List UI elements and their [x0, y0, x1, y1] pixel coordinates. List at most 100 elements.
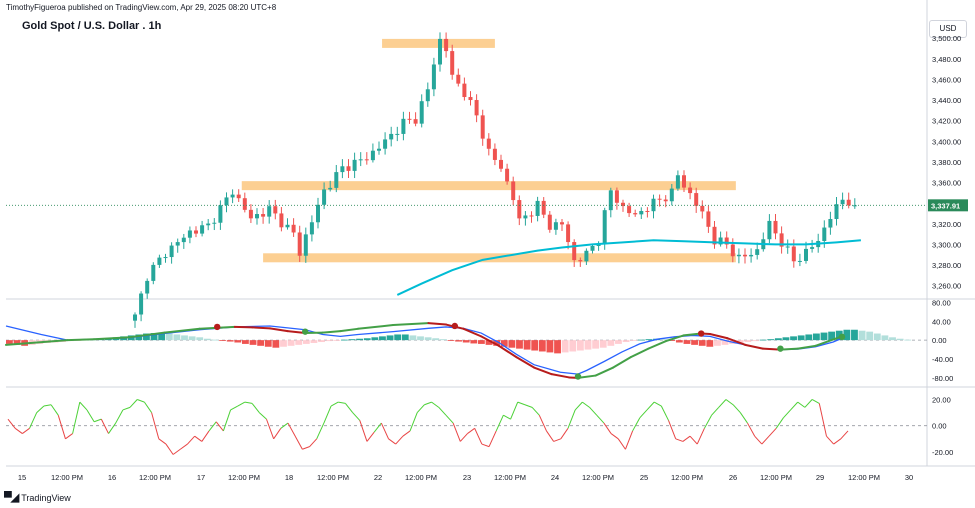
- osc-line-segment: [567, 409, 576, 429]
- candle-body: [669, 188, 674, 202]
- osc-line-segment: [718, 399, 727, 408]
- candle-body: [480, 115, 485, 139]
- candle-body: [797, 260, 802, 262]
- osc-line-segment: [531, 407, 540, 416]
- macd-histogram-bar: [752, 340, 759, 342]
- macd-signal-segment: [480, 335, 500, 347]
- macd-signal-segment: [744, 343, 764, 350]
- osc-line-segment: [29, 412, 38, 429]
- macd-histogram-bar: [363, 338, 371, 341]
- macd-histogram-bar: [310, 340, 318, 343]
- osc-line-segment: [653, 401, 662, 407]
- candle-body: [651, 198, 656, 212]
- candle-body: [584, 250, 589, 262]
- macd-signal-segment: [647, 340, 667, 350]
- candle-body: [364, 159, 369, 161]
- time-tick-label: 12:00 PM: [760, 473, 792, 482]
- osc-line-segment: [137, 399, 145, 403]
- osc-line-segment: [129, 399, 138, 408]
- osc-line-segment: [395, 435, 404, 445]
- macd-histogram-bar: [485, 340, 493, 345]
- osc-line-segment: [689, 435, 698, 445]
- candle-body: [303, 234, 308, 256]
- macd-histogram-bar: [645, 339, 653, 341]
- osc-line-segment: [617, 438, 626, 450]
- osc-line-segment: [790, 401, 799, 411]
- candle-body: [535, 200, 540, 216]
- macd-histogram-bar: [576, 340, 584, 351]
- osc-line-segment: [711, 407, 720, 416]
- price-tick-label: 3,360.00: [932, 179, 961, 188]
- macd-histogram-bar: [668, 340, 676, 341]
- osc-line-segment: [287, 422, 296, 437]
- time-tick-label: 12:00 PM: [51, 473, 83, 482]
- osc-line-segment: [79, 401, 88, 411]
- macd-histogram-bar: [325, 340, 333, 342]
- macd-histogram-bar: [318, 340, 325, 343]
- candle-body: [755, 249, 760, 255]
- candle-body: [255, 214, 259, 219]
- macd-histogram-bar: [6, 340, 13, 344]
- time-tick-label: 25: [640, 473, 648, 482]
- macd-histogram-bar: [896, 338, 904, 341]
- macd-histogram-bar: [858, 330, 866, 341]
- osc-line-segment: [36, 405, 45, 413]
- osc-line-segment: [122, 406, 131, 411]
- macd-signal-segment: [709, 333, 729, 340]
- macd-tick-label: 0.00: [932, 336, 947, 345]
- macd-histogram-bar: [828, 331, 836, 341]
- macd-signal-segment: [726, 337, 747, 346]
- price-tick-label: 3,480.00: [932, 55, 961, 64]
- macd-histogram-bar: [150, 333, 158, 341]
- macd-signal-segment: [163, 327, 201, 334]
- macd-histogram-bar: [379, 336, 386, 341]
- macd-histogram-bar: [637, 339, 645, 341]
- osc-line-segment: [596, 414, 605, 424]
- osc-line-segment: [739, 412, 748, 424]
- macd-histogram-bar: [500, 340, 508, 347]
- macd-histogram-bar: [744, 340, 752, 343]
- macd-histogram-bar: [219, 340, 226, 341]
- candle-body: [846, 199, 851, 206]
- macd-cross-marker: [214, 323, 221, 331]
- candle-body: [840, 199, 845, 205]
- macd-signal-segment: [515, 356, 535, 369]
- macd-histogram-bar: [196, 337, 204, 341]
- currency-button[interactable]: USD: [929, 20, 967, 38]
- candle-body: [297, 232, 302, 256]
- macd-histogram-bar: [295, 340, 303, 345]
- osc-line-segment: [22, 427, 30, 434]
- candle-body: [389, 133, 394, 140]
- macd-tick-label: 40.00: [932, 317, 951, 326]
- candle-body: [688, 187, 693, 194]
- osc-line-segment: [811, 399, 820, 404]
- time-tick-label: 12:00 PM: [848, 473, 880, 482]
- price-tick-label: 3,380.00: [932, 158, 961, 167]
- candle-body: [444, 38, 449, 52]
- candle-body: [779, 233, 784, 247]
- macd-cross-marker: [777, 345, 784, 352]
- brand-label: TradingView: [21, 493, 71, 503]
- osc-line-segment: [452, 422, 461, 442]
- macd-histogram-bar: [272, 340, 280, 348]
- macd-histogram-bar: [432, 338, 440, 341]
- chart-title: Gold Spot / U.S. Dollar . 1h: [22, 20, 162, 32]
- osc-line-segment: [316, 422, 325, 440]
- candle-body: [145, 280, 150, 294]
- osc-line-segment: [265, 418, 275, 439]
- candle-body: [621, 202, 625, 207]
- osc-line-segment: [747, 422, 756, 437]
- candle-body: [791, 246, 796, 262]
- candle-body: [206, 223, 211, 226]
- ema-line: [396, 239, 861, 296]
- osc-line-segment: [93, 418, 102, 423]
- osc-line-segment: [818, 403, 827, 437]
- osc-line-segment: [696, 428, 705, 445]
- candle-body: [163, 257, 168, 259]
- osc-line-segment: [826, 435, 835, 445]
- macd-signal-segment: [269, 327, 289, 333]
- macd-histogram-bar: [371, 337, 379, 341]
- candle-body: [566, 224, 571, 243]
- candle-body: [663, 199, 668, 202]
